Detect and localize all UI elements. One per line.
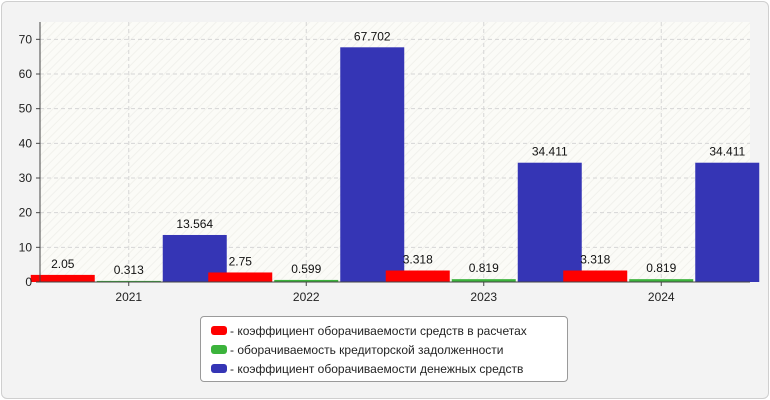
legend-label-0: - коэффициент оборачиваемости средств в … bbox=[230, 323, 527, 338]
legend-label-1: - оборачиваемость кредиторской задолженн… bbox=[230, 342, 504, 357]
data-label: 34.411 bbox=[709, 145, 745, 159]
labels: 0 10 20 30 40 50 60 70 2.05 0.313 13.564 2021 2.75 0.… bbox=[19, 29, 746, 304]
data-label: 67.702 bbox=[354, 29, 391, 43]
bar-2022-series-2 bbox=[340, 47, 405, 283]
y-tick-label: 40 bbox=[19, 136, 33, 150]
axes bbox=[36, 22, 750, 286]
data-label: 34.411 bbox=[532, 145, 568, 159]
data-label: 2.75 bbox=[229, 254, 253, 268]
bar-2023-series-2 bbox=[517, 162, 582, 282]
legend-item-2: - коэффициент оборачиваемости денежных с… bbox=[211, 359, 567, 378]
bar-2023-series-1 bbox=[451, 279, 516, 282]
bar-2021-series-1 bbox=[96, 280, 161, 282]
y-tick-label: 0 bbox=[25, 275, 32, 289]
x-tick-label: 2022 bbox=[293, 290, 320, 304]
legend: - коэффициент оборачиваемости средств в … bbox=[200, 316, 568, 382]
legend-item-0: - коэффициент оборачиваемости средств в … bbox=[211, 321, 567, 340]
y-tick-label: 10 bbox=[19, 240, 33, 254]
bar-2024-series-0 bbox=[563, 270, 628, 282]
bar-2024-series-1 bbox=[629, 279, 694, 282]
grid-lines bbox=[40, 22, 750, 282]
legend-item-1: - оборачиваемость кредиторской задолженн… bbox=[211, 340, 567, 359]
legend-swatch-1 bbox=[211, 345, 227, 354]
data-label: 0.819 bbox=[646, 261, 676, 275]
x-tick-label: 2021 bbox=[115, 290, 142, 304]
data-label: 0.599 bbox=[291, 262, 321, 276]
bar-2022-series-0 bbox=[208, 272, 273, 282]
x-tick-label: 2024 bbox=[648, 290, 675, 304]
y-tick-label: 60 bbox=[19, 67, 33, 81]
bars bbox=[30, 47, 760, 283]
data-label: 3.318 bbox=[403, 252, 433, 266]
x-tick-label: 2023 bbox=[470, 290, 497, 304]
data-label: 13.564 bbox=[176, 217, 213, 231]
data-label: 3.318 bbox=[580, 252, 610, 266]
bar-2022-series-1 bbox=[274, 279, 339, 282]
legend-swatch-2 bbox=[211, 364, 227, 373]
legend-swatch-0 bbox=[211, 326, 227, 335]
bar-2021-series-0 bbox=[30, 274, 95, 282]
bar-2023-series-0 bbox=[385, 270, 450, 282]
y-tick-label: 50 bbox=[19, 102, 33, 116]
data-label: 0.313 bbox=[114, 263, 144, 277]
y-tick-label: 70 bbox=[19, 32, 33, 46]
y-tick-label: 20 bbox=[19, 206, 33, 220]
data-label: 2.05 bbox=[51, 257, 75, 271]
legend-label-2: - коэффициент оборачиваемости денежных с… bbox=[230, 361, 524, 376]
bar-2024-series-2 bbox=[695, 162, 760, 282]
data-label: 0.819 bbox=[469, 261, 499, 275]
y-tick-label: 30 bbox=[19, 171, 33, 185]
